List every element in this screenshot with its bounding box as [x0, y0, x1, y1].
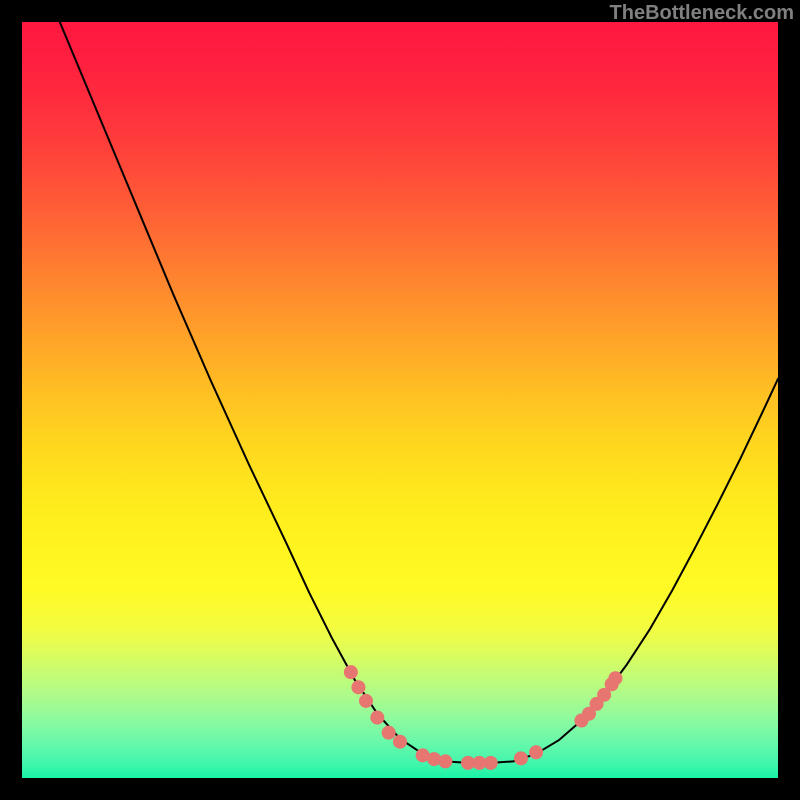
- data-marker: [344, 665, 358, 679]
- chart-container: TheBottleneck.com: [0, 0, 800, 800]
- data-marker: [608, 671, 622, 685]
- data-marker: [514, 751, 528, 765]
- data-marker: [484, 756, 498, 770]
- data-marker: [393, 735, 407, 749]
- data-marker: [351, 680, 365, 694]
- plot-svg: [22, 22, 778, 778]
- data-marker: [359, 694, 373, 708]
- data-marker: [438, 754, 452, 768]
- watermark-text: TheBottleneck.com: [610, 2, 794, 25]
- gradient-background: [22, 22, 778, 778]
- plot-area: [22, 22, 778, 778]
- data-marker: [529, 745, 543, 759]
- data-marker: [370, 711, 384, 725]
- data-marker: [382, 726, 396, 740]
